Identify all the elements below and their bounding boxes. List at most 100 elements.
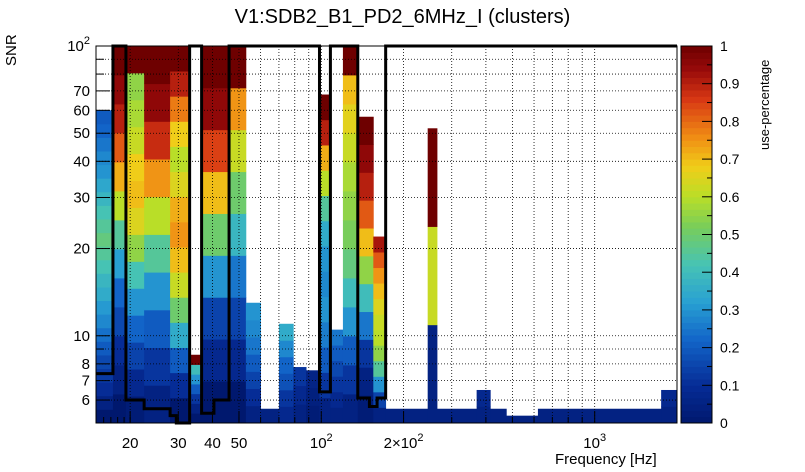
heatmap-cell xyxy=(293,404,307,424)
heatmap-cell xyxy=(373,236,387,253)
heatmap-cell xyxy=(342,75,359,105)
heatmap-cell xyxy=(112,336,127,366)
heatmap-cell xyxy=(357,311,374,340)
heatmap-cell xyxy=(245,388,262,407)
heatmap-cell xyxy=(96,219,114,234)
heatmap-cell xyxy=(357,144,374,173)
palette-swatch xyxy=(681,209,712,217)
heatmap-cell xyxy=(170,322,191,348)
palette-swatch xyxy=(681,215,712,223)
y-tick-label: 102 xyxy=(67,35,90,55)
z-tick-label: 0.8 xyxy=(720,113,740,129)
y-tick-label: 40 xyxy=(73,153,90,170)
palette-swatch xyxy=(681,221,712,229)
heatmap-cell xyxy=(96,123,114,138)
heatmap-cell xyxy=(112,104,127,134)
heatmap-cell xyxy=(342,307,359,337)
heatmap-cell xyxy=(201,297,230,340)
heatmap-cell xyxy=(229,339,247,382)
heatmap-cell xyxy=(229,171,247,214)
palette-swatch xyxy=(681,379,712,386)
palette-swatch xyxy=(681,171,712,179)
heatmap-cell xyxy=(112,307,127,337)
palette-swatch xyxy=(681,366,712,374)
heatmap-cell xyxy=(112,75,127,105)
heatmap-cell xyxy=(96,110,114,125)
palette-swatch xyxy=(681,121,712,129)
heatmap-cell xyxy=(330,360,344,377)
heatmap-cell xyxy=(96,327,114,342)
heatmap-cell xyxy=(661,389,678,407)
heatmap-cell xyxy=(96,314,114,329)
heatmap-cell xyxy=(357,283,374,313)
y-axis-label: SNR xyxy=(3,34,20,66)
heatmap-cell xyxy=(125,369,145,397)
heatmap-cell xyxy=(96,178,114,193)
heatmap-cell xyxy=(144,46,171,85)
heatmap-cell xyxy=(112,191,127,221)
palette-swatch xyxy=(681,64,712,72)
heatmap-cell xyxy=(96,232,114,247)
heatmap-cell xyxy=(342,133,359,163)
threshold-outline-line xyxy=(96,44,677,425)
chart-title: V1:SDB2_B1_PD2_6MHz_I (clusters) xyxy=(234,6,571,28)
heatmap-cell xyxy=(260,408,280,424)
x-tick-label: 30 xyxy=(170,435,187,452)
palette-swatch xyxy=(681,284,712,292)
heatmap-cell xyxy=(144,159,171,198)
color-axis-label: use-percentage xyxy=(757,59,772,150)
heatmap-cell xyxy=(170,196,191,223)
x-tick-label: 50 xyxy=(231,435,248,452)
x-axis-label: Frequency [Hz] xyxy=(555,451,657,468)
heatmap-cell xyxy=(189,354,202,365)
palette-swatch xyxy=(681,247,712,254)
heatmap-cell xyxy=(96,137,114,152)
heatmap-cell xyxy=(125,342,145,370)
heatmap-cell xyxy=(170,221,191,248)
z-tick-label: 1 xyxy=(720,38,728,54)
heatmap-cell xyxy=(330,329,344,346)
palette-swatch xyxy=(681,77,712,85)
palette-swatch xyxy=(681,341,712,349)
heatmap-cell xyxy=(319,296,331,323)
palette-swatch xyxy=(681,152,712,160)
y-tick-label: 70 xyxy=(73,83,90,100)
x-tick-label: 40 xyxy=(204,435,221,452)
z-tick-label: 0.2 xyxy=(720,340,740,356)
y-tick-label: 8 xyxy=(82,356,90,373)
palette-swatch xyxy=(681,303,712,311)
heatmap-cell xyxy=(278,323,294,341)
heatmap-cell xyxy=(189,374,202,385)
heatmap-cell xyxy=(245,354,262,372)
heatmap-cell xyxy=(373,252,387,269)
heatmap-cell xyxy=(125,288,145,316)
heatmap-cell xyxy=(96,341,114,356)
heatmap-cell xyxy=(342,249,359,279)
palette-swatch xyxy=(681,115,712,122)
palette-swatch xyxy=(681,140,712,148)
heatmap-cell xyxy=(342,46,359,76)
heatmap-cell xyxy=(96,259,114,274)
heatmap-cell xyxy=(170,372,191,399)
heatmap-cell xyxy=(373,298,387,315)
heatmap-cell xyxy=(112,394,127,424)
heatmap-cell xyxy=(96,205,114,220)
heatmap-cell xyxy=(319,246,331,272)
heatmap-cell xyxy=(125,99,145,128)
heatmap-cell xyxy=(342,336,359,366)
heatmap-cell xyxy=(245,302,262,321)
heatmap-cell xyxy=(661,406,678,424)
heatmap-cell xyxy=(278,406,294,424)
x-axis: 20 30 40 50 102 2×102 103 xyxy=(103,411,606,452)
heatmap-cell xyxy=(476,406,491,424)
x-tick-label: 2×102 xyxy=(384,432,424,452)
heatmap-cell xyxy=(278,389,294,407)
heatmap-cell xyxy=(319,195,331,222)
heatmap-cell xyxy=(229,129,247,173)
heatmap-cell xyxy=(342,104,359,134)
y-tick-label: 60 xyxy=(73,102,90,119)
x-tick-label: 103 xyxy=(583,432,606,452)
color-palette xyxy=(680,45,713,424)
heatmap-cell xyxy=(229,297,247,340)
palette-swatch xyxy=(681,46,712,53)
